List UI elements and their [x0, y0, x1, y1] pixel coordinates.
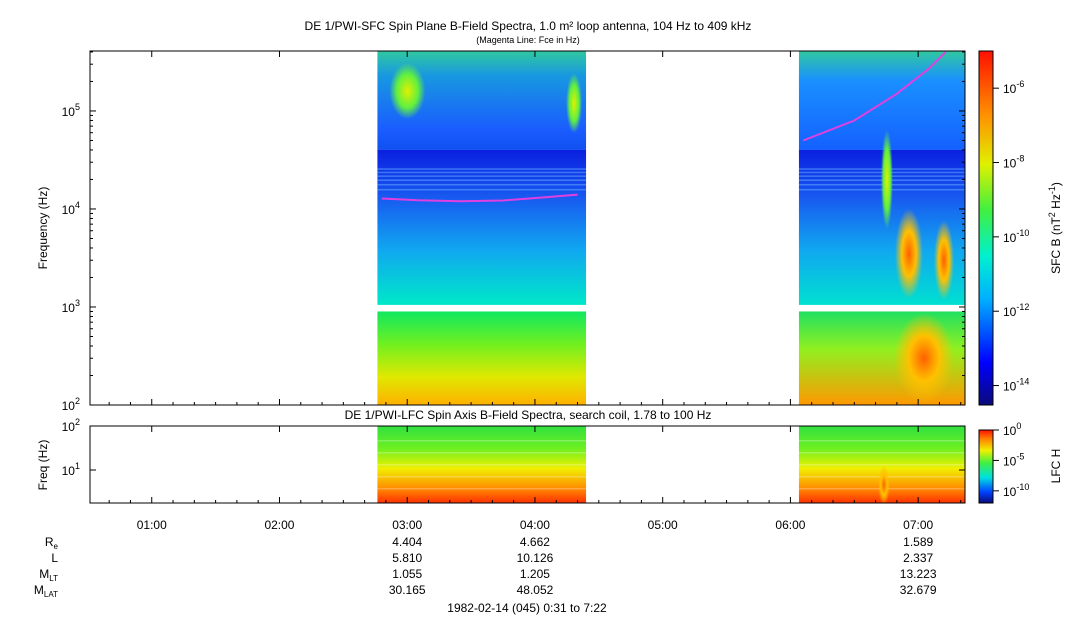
lfc-y-tick-label: 101 [62, 461, 80, 478]
ephemeris-value: 48.052 [517, 583, 554, 597]
lfc-colorbar-tick-label: 10-10 [1003, 482, 1029, 499]
sfc-wave-enhancement [933, 220, 954, 301]
sfc-y-tick-label: 102 [62, 396, 80, 413]
time-tick-label: 04:00 [520, 518, 550, 532]
ephemeris-value: 1.589 [903, 535, 933, 549]
ephemeris-value: 30.165 [389, 583, 426, 597]
time-tick-label: 03:00 [392, 518, 422, 532]
lfc-interval-2-stripe [798, 452, 965, 454]
lfc-spectrogram-data [377, 426, 965, 505]
sfc-wave-enhancement [566, 73, 583, 134]
sfc-y-tick-label: 103 [62, 298, 80, 315]
time-range-footer: 1982-02-14 (045) 0:31 to 7:22 [447, 601, 607, 615]
ephemeris-value: 4.404 [392, 535, 422, 549]
lfc-wave-enhancement [877, 465, 890, 505]
ephemeris-row-label: MLT [39, 567, 58, 583]
sfc-colorbar-label: SFC B (nT2 Hz-1) [1047, 182, 1063, 274]
sfc-interval-1-stripe [377, 188, 587, 191]
sfc-subtitle: (Magenta Line: Fce in Hz) [476, 35, 580, 45]
sfc-wave-enhancement [880, 129, 893, 230]
ephemeris-table: Re 4.404 4.662 1.589 L 5.810 10.126 2.337 MLT 1.0… [34, 535, 937, 599]
sfc-colorbar: 10-6 10-8 10-10 10-12 10-14 SFC B (nT2 Hz-1) [978, 50, 1063, 406]
sfc-colorbar-tick-label: 10-12 [1003, 302, 1029, 319]
sfc-wave-enhancement [893, 313, 954, 404]
ephemeris-row-label: MLAT [34, 583, 58, 599]
lfc-y-axis: 102 101 [62, 417, 965, 478]
sfc-interval-2-high-band [798, 51, 965, 150]
time-tick-label: 05:00 [648, 518, 678, 532]
sfc-colorbar-tick-label: 10-10 [1003, 228, 1029, 245]
lfc-interval-2-stripe [798, 440, 965, 442]
ephemeris-value: 10.126 [517, 551, 554, 565]
fce-line-segment-2 [802, 51, 947, 142]
sfc-interval-1-stripe [377, 183, 587, 186]
lfc-interval-1-stripe [377, 464, 587, 466]
sfc-y-axis-label: Frequency (Hz) [36, 187, 50, 270]
sfc-colorbar-tick-label: 10-14 [1003, 377, 1029, 394]
sfc-wave-enhancement [389, 62, 426, 119]
lfc-plot-frame [89, 425, 966, 504]
sfc-interval-1-stripe [377, 175, 587, 177]
ephemeris-row-label: Re [45, 535, 59, 551]
time-tick-label: 07:00 [903, 518, 933, 532]
lfc-colorbar: 100 10-5 10-10 LFC H [978, 421, 1063, 504]
lfc-interval-1-stripe [377, 440, 587, 442]
sfc-interval-1-low-band [377, 311, 587, 405]
ephemeris-value: 1.055 [392, 567, 422, 581]
lfc-interval-1-stripe [377, 452, 587, 454]
sfc-title: DE 1/PWI-SFC Spin Plane B-Field Spectra,… [305, 19, 752, 33]
lfc-title: DE 1/PWI-LFC Spin Axis B-Field Spectra, … [345, 408, 712, 422]
lfc-y-axis-label: Freq (Hz) [36, 440, 50, 491]
time-tick-label: 01:00 [137, 518, 167, 532]
ephemeris-value: 2.337 [903, 551, 933, 565]
sfc-y-tick-label: 105 [62, 102, 80, 119]
sfc-colorbar-ticks: 10-6 10-8 10-10 10-12 10-14 [993, 79, 1029, 394]
sfc-y-axis: 102 103 104 105 [62, 51, 965, 413]
sfc-y-tick-label: 104 [62, 200, 80, 217]
lfc-colorbar-label: LFC H [1049, 449, 1063, 484]
time-tick-label: 02:00 [264, 518, 294, 532]
ephemeris-value: 13.223 [900, 567, 937, 581]
lfc-interval-1-stripe [377, 488, 587, 490]
lfc-interval-1-stripe [377, 476, 587, 478]
sfc-interval-1-stripe [377, 171, 587, 174]
sfc-colorbar-scale [978, 50, 994, 406]
lfc-colorbar-tick-label: 10-5 [1003, 451, 1024, 468]
ephemeris-value: 1.205 [520, 567, 550, 581]
fce-line-segment-1 [381, 193, 578, 203]
sfc-interval-1-stripe [377, 179, 587, 181]
sfc-interval-1-stripe [377, 168, 587, 170]
ephemeris-value: 32.679 [900, 583, 937, 597]
lfc-plot: 102 101 Freq (Hz) 01:00 02:00 03:00 04:00 05:… [36, 51, 966, 532]
time-tick-label: 06:00 [775, 518, 805, 532]
sfc-plot: 102 103 104 105 Frequency (Hz) [36, 50, 966, 413]
ephemeris-value: 4.662 [520, 535, 550, 549]
lfc-interval-2-stripe [798, 464, 965, 466]
sfc-spectrogram-data [377, 51, 965, 405]
sfc-colorbar-tick-label: 10-8 [1003, 154, 1024, 171]
lfc-interval-1 [377, 426, 587, 503]
lfc-colorbar-ticks: 100 10-5 10-10 [993, 421, 1029, 499]
lfc-y-tick-label: 102 [62, 417, 80, 434]
sfc-plot-frame [89, 50, 966, 406]
time-x-axis: 01:00 02:00 03:00 04:00 05:00 06:00 07:00 [108, 51, 962, 532]
lfc-colorbar-tick-label: 100 [1003, 421, 1021, 438]
ephemeris-row-label: L [51, 551, 58, 565]
sfc-wave-enhancement [894, 208, 923, 299]
sfc-colorbar-tick-label: 10-6 [1003, 79, 1024, 96]
lfc-colorbar-scale [978, 429, 994, 504]
ephemeris-value: 5.810 [392, 551, 422, 565]
